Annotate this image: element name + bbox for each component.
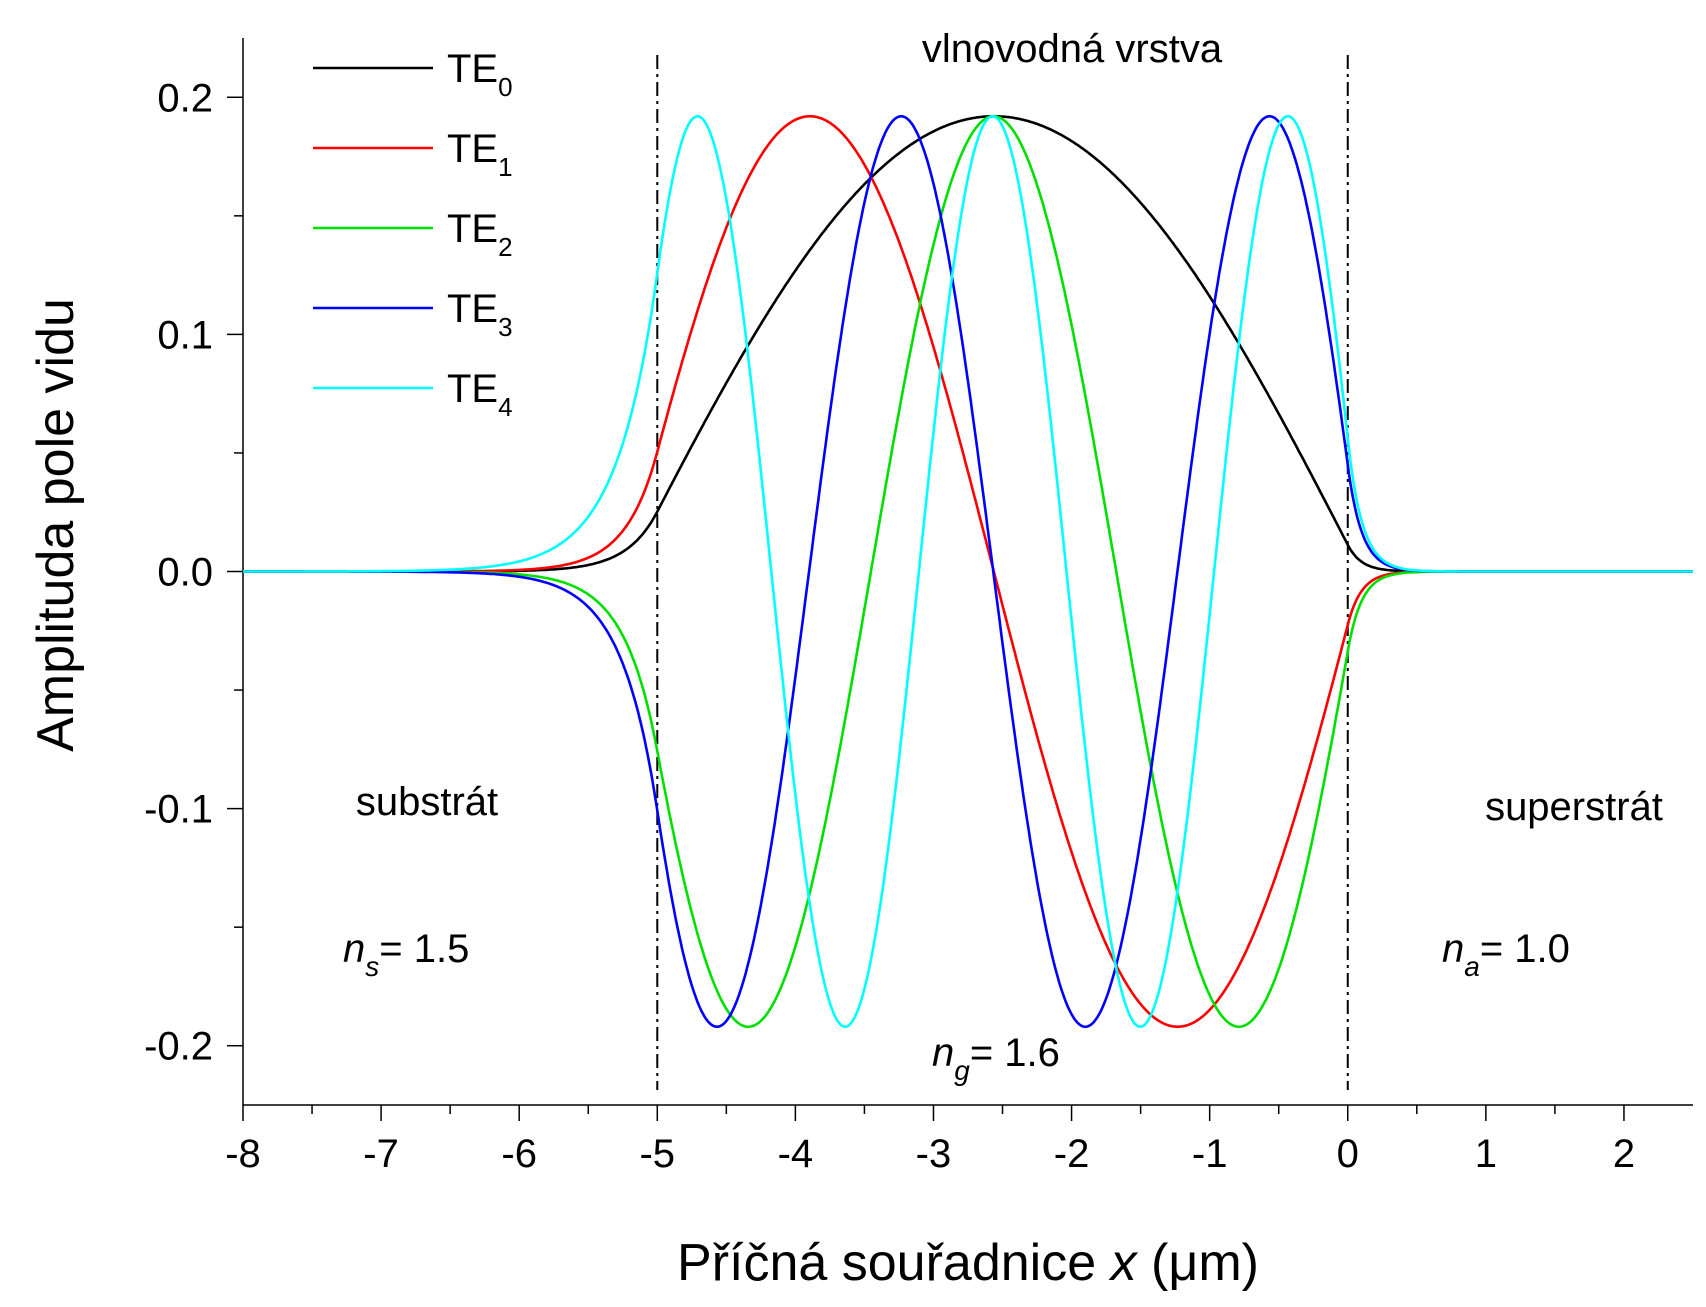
series-lines [243, 114, 1693, 1029]
x-axis-title-text: Příčná souřadnice [677, 1234, 1096, 1292]
legend-label-te0: TE0 [447, 47, 513, 102]
substrate-index-value: = 1.5 [379, 927, 469, 971]
guide-index-subscript: g [954, 1055, 970, 1086]
substrate-label: substrát [356, 780, 498, 824]
layer-boundaries [656, 55, 1349, 1090]
x-axis-ticks: -8 -7 -6 -5 -4 -3 -2 -1 0 1 2 [225, 1105, 1635, 1176]
x-tick-label: -1 [1192, 1132, 1228, 1176]
superstrate-label: superstrát [1485, 785, 1663, 829]
legend-label-main: TE [447, 47, 498, 91]
legend-label-te1: TE1 [447, 127, 513, 182]
legend-label-main: TE [447, 367, 498, 411]
y-tick-label: -0.2 [144, 1025, 213, 1069]
superstrate-index-subscript: a [1464, 951, 1480, 982]
superstrate-index-symbol: n [1442, 927, 1464, 971]
y-tick-label: 0.1 [157, 313, 213, 357]
guide-index-label: ng= 1.6 [932, 1031, 1060, 1086]
y-tick-label: -0.1 [144, 788, 213, 832]
legend-label-subscript: 3 [498, 312, 512, 342]
x-tick-label: -8 [225, 1132, 261, 1176]
legend-label-subscript: 2 [498, 232, 512, 262]
legend-label-te4: TE4 [447, 367, 513, 422]
legend-label-main: TE [447, 127, 498, 171]
legend-label-main: TE [447, 207, 498, 251]
series-line-te4 [243, 114, 1693, 1029]
x-tick-label: -2 [1054, 1132, 1090, 1176]
superstrate-index-label: na= 1.0 [1442, 927, 1570, 982]
x-tick-label: 2 [1613, 1132, 1635, 1176]
superstrate-index-value: = 1.0 [1480, 927, 1570, 971]
x-tick-label: -7 [363, 1132, 399, 1176]
x-tick-label: -3 [916, 1132, 952, 1176]
substrate-index-symbol: n [343, 927, 365, 971]
y-tick-label: 0.0 [157, 551, 213, 595]
legend-label-te2: TE2 [447, 207, 513, 262]
x-tick-label: -5 [639, 1132, 675, 1176]
y-axis-ticks: -0.2 -0.1 0.0 0.1 0.2 [144, 76, 243, 1069]
legend-label-subscript: 4 [498, 392, 512, 422]
x-axis-title: Příčná souřadnice x (μm) [677, 1234, 1259, 1292]
x-axis-title-unit: (μm) [1151, 1234, 1259, 1292]
guide-index-value: = 1.6 [970, 1031, 1060, 1075]
legend-label-subscript: 1 [498, 152, 512, 182]
x-tick-label: -4 [778, 1132, 814, 1176]
y-tick-label: 0.2 [157, 76, 213, 120]
substrate-index-subscript: s [365, 951, 379, 982]
x-tick-label: 1 [1475, 1132, 1497, 1176]
guide-label: vlnovodná vrstva [922, 27, 1223, 71]
legend-label-te3: TE3 [447, 287, 513, 342]
series-line-te0 [243, 114, 1693, 573]
x-axis-title-variable: x [1108, 1234, 1139, 1292]
x-tick-label: 0 [1337, 1132, 1359, 1176]
substrate-index-label: ns= 1.5 [343, 927, 469, 982]
legend-label-subscript: 0 [498, 72, 512, 102]
guide-index-symbol: n [932, 1031, 954, 1075]
legend-label-main: TE [447, 287, 498, 331]
x-tick-label: -6 [501, 1132, 537, 1176]
y-axis-title: Amplituda pole vidu [27, 298, 85, 752]
